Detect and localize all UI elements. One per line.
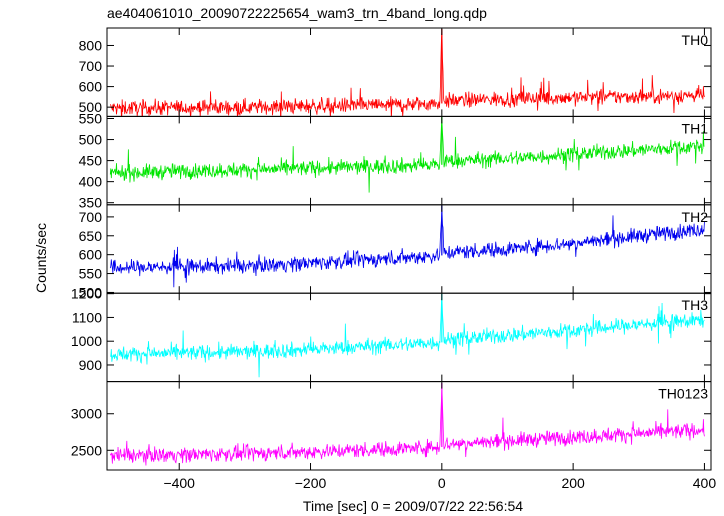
series-line-th0123: [109, 389, 705, 466]
y-tick-label: 400: [79, 174, 103, 190]
x-tick-label: −200: [295, 475, 327, 491]
y-tick-label: 900: [79, 357, 103, 373]
y-tick-label: 350: [79, 195, 103, 211]
y-tick-label: 600: [79, 247, 103, 263]
y-tick-label: 650: [79, 228, 103, 244]
band-label-th3: TH3: [682, 297, 709, 313]
y-tick-label: 500: [79, 132, 103, 148]
band-label-th2: TH2: [682, 209, 709, 225]
y-tick-label: 500: [79, 99, 103, 115]
panel-frame: [106, 381, 712, 471]
series-line-th3: [110, 297, 705, 378]
x-tick-label: 0: [438, 475, 446, 491]
series-line-th1: [109, 121, 705, 193]
y-tick-label: 3000: [71, 406, 102, 422]
panel-th3: 900 1000 1100 1200 TH3: [71, 286, 712, 383]
figure-title: ae404061010_20090722225654_wam3_trn_4ban…: [107, 5, 487, 21]
x-tick-labels: −400 −200 0 200 400: [163, 475, 716, 491]
y-tick-label: 700: [79, 209, 103, 225]
panel-frame: [106, 115, 712, 206]
y-tick-label: 550: [79, 266, 103, 282]
y-tick-label: 1200: [71, 286, 102, 302]
series-line-th0: [109, 30, 705, 117]
y-tick-label: 550: [79, 111, 103, 127]
x-tick-label: 400: [693, 475, 717, 491]
y-tick-label: 2500: [71, 442, 102, 458]
panel-frame: [106, 204, 712, 294]
band-label-th0123: TH0123: [658, 386, 708, 402]
panel-th0: 500 600 700 800 TH0: [79, 27, 712, 117]
x-axis-label: Time [sec] 0 = 2009/07/22 22:56:54: [303, 498, 523, 514]
panel-th1: 350 400 450 500 550 TH1: [79, 111, 712, 211]
panel-th2: 500 550 600 650 700 TH2: [79, 204, 712, 300]
y-tick-label: 500: [79, 284, 103, 300]
y-tick-label: 1100: [72, 309, 102, 325]
x-tick-label: −400: [163, 475, 195, 491]
y-tick-label: 800: [79, 37, 103, 53]
band-label-th0: TH0: [682, 32, 709, 48]
y-tick-label: 1000: [71, 333, 102, 349]
y-tick-label: 600: [79, 79, 103, 95]
panel-th0123: 2500 3000 TH0123: [71, 381, 712, 471]
y-tick-label: 450: [79, 153, 103, 169]
panel-frame: [106, 292, 712, 383]
y-axis-label: Counts/sec: [33, 223, 49, 293]
y-tick-label: 700: [79, 58, 103, 74]
band-label-th1: TH1: [682, 120, 709, 136]
series-line-th2: [109, 210, 705, 288]
x-tick-label: 200: [561, 475, 585, 491]
